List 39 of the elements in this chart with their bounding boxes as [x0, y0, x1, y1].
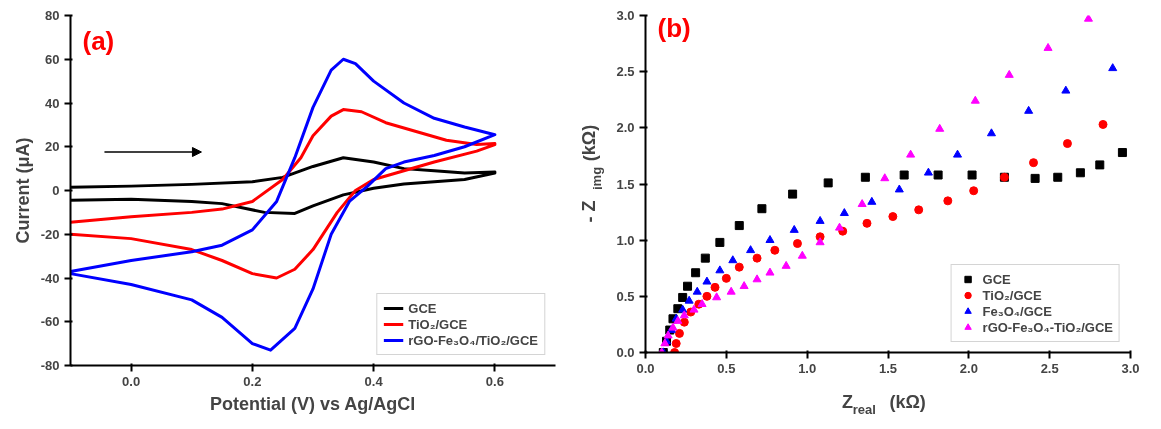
- y-tick-label: 3.0: [616, 8, 635, 23]
- y-tick-label: 2.0: [616, 120, 635, 136]
- y-axis-title: Current (μA): [12, 137, 33, 244]
- x-tick-label: 0.6: [485, 373, 504, 389]
- legend-label: GCE: [408, 300, 437, 316]
- y-tick-label: 0: [52, 183, 60, 198]
- x-tick-label: 0.5: [717, 360, 736, 376]
- legend-label: rGO-Fe₃O₄/TiO₂/GCE: [408, 332, 538, 348]
- y-tick-label: 0.0: [616, 345, 635, 360]
- y-tick-label: 20: [45, 139, 60, 155]
- chart-title: (a): [82, 25, 115, 56]
- x-tick-label: 3.0: [1121, 360, 1140, 376]
- y-tick-label: -40: [40, 270, 60, 286]
- y-tick-label: 2.5: [616, 64, 635, 80]
- y-tick-label: -80: [40, 358, 60, 373]
- legend-label: Fe₃O₄/GCE: [982, 303, 1052, 319]
- chart-title: (b): [657, 12, 691, 43]
- y-tick-label: -60: [40, 314, 60, 330]
- x-tick-label: 0.0: [122, 373, 141, 389]
- x-tick-label: 0.2: [243, 373, 262, 389]
- x-axis-title: Potential (V) vs Ag/AgCl: [209, 393, 416, 414]
- y-tick-label: 1.0: [616, 232, 635, 248]
- x-tick-label: 2.0: [959, 360, 978, 376]
- legend-label: GCE: [982, 271, 1011, 287]
- y-tick-label: 0.5: [616, 288, 635, 304]
- y-axis-title: - Zimg (kΩ): [579, 124, 605, 223]
- y-tick-label: 80: [45, 8, 60, 23]
- x-tick-label: 1.0: [798, 360, 817, 376]
- y-tick-label: 1.5: [616, 176, 635, 192]
- legend-label: TiO₂/GCE: [408, 316, 468, 332]
- y-tick-label: -20: [40, 226, 60, 242]
- legend-label: TiO₂/GCE: [982, 287, 1042, 303]
- x-tick-label: 1.5: [878, 360, 898, 376]
- x-tick-label: 0.4: [364, 373, 384, 389]
- y-tick-label: 60: [45, 51, 60, 67]
- x-tick-label: 0.0: [636, 360, 655, 376]
- x-tick-label: 2.5: [1040, 360, 1059, 376]
- y-tick-label: 40: [45, 95, 60, 111]
- legend-label: rGO-Fe₃O₄-TiO₂/GCE: [982, 319, 1113, 335]
